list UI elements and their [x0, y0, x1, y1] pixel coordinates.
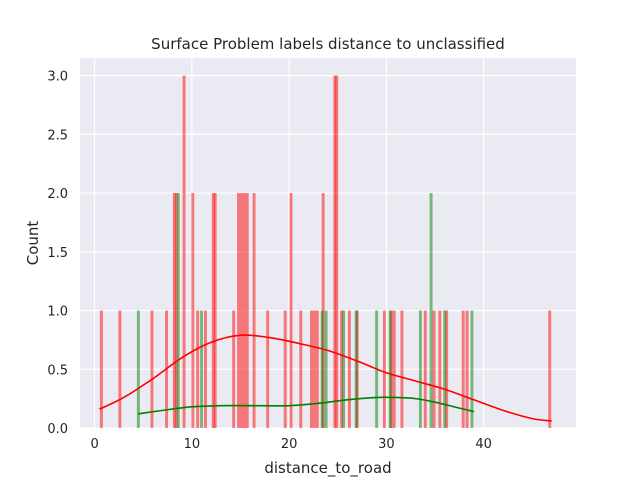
bar [299, 310, 303, 428]
bar [461, 310, 465, 428]
y-axis-label: Count [24, 221, 42, 266]
x-tick-label: 30 [378, 437, 395, 452]
bar [204, 310, 207, 428]
bar [172, 193, 176, 428]
bar [470, 310, 474, 428]
bar [324, 310, 328, 428]
bar [418, 310, 422, 428]
kde-line-1 [138, 396, 475, 415]
bar [237, 193, 240, 428]
bar [335, 75, 339, 428]
x-tick-label: 40 [475, 437, 492, 452]
y-tick-label: 2.0 [47, 187, 68, 202]
x-axis-label: distance_to_road [264, 459, 391, 478]
bar [400, 310, 404, 428]
bar [347, 310, 351, 428]
kde-curves [99, 334, 552, 422]
bar [211, 193, 215, 428]
bar [310, 310, 313, 428]
bar [245, 193, 249, 428]
bar [340, 310, 344, 428]
bars [99, 75, 552, 428]
bar [320, 310, 324, 428]
y-tick-label: 0.5 [47, 363, 68, 378]
grid-lines [80, 58, 576, 429]
bar [232, 310, 236, 428]
bar [196, 310, 200, 428]
bar [99, 310, 103, 428]
plot-background [80, 58, 576, 428]
bar [239, 193, 243, 428]
bar [266, 310, 270, 428]
y-tick-label: 2.5 [47, 128, 68, 143]
kde-line-0 [99, 334, 552, 422]
bar [200, 310, 204, 428]
y-tick-label: 1.0 [47, 305, 68, 320]
bar [315, 310, 319, 428]
bar [312, 310, 316, 428]
bar [191, 193, 195, 428]
bar [150, 310, 154, 428]
bar [354, 310, 358, 428]
bar [176, 193, 180, 428]
bar [252, 193, 256, 428]
bar [136, 310, 140, 428]
x-tick-label: 20 [281, 437, 298, 452]
bar [289, 193, 293, 428]
bar [182, 75, 186, 428]
bar [392, 310, 396, 428]
bar [443, 310, 447, 428]
bar [174, 193, 178, 428]
bar [242, 193, 246, 428]
bar [438, 310, 442, 428]
bar [118, 310, 122, 428]
x-tick-label: 10 [184, 437, 201, 452]
bar [423, 310, 427, 428]
bar [429, 193, 433, 428]
bar [342, 310, 346, 428]
chart-title: Surface Problem labels distance to uncla… [151, 35, 505, 53]
y-tick-label: 0.0 [47, 422, 68, 437]
bar [213, 193, 217, 428]
bar [333, 75, 337, 428]
bar [382, 310, 386, 428]
bar [283, 310, 287, 428]
tick-labels: 0 10 20 30 40 0.0 0.5 1.0 1.5 2.0 2.5 3.0 [47, 70, 492, 452]
bar [465, 310, 469, 428]
bar [445, 310, 449, 428]
y-tick-label: 1.5 [47, 246, 68, 261]
y-tick-label: 3.0 [47, 70, 68, 85]
bar [432, 310, 436, 428]
bar [388, 310, 392, 428]
x-tick-label: 0 [90, 437, 98, 452]
bar [548, 310, 552, 428]
